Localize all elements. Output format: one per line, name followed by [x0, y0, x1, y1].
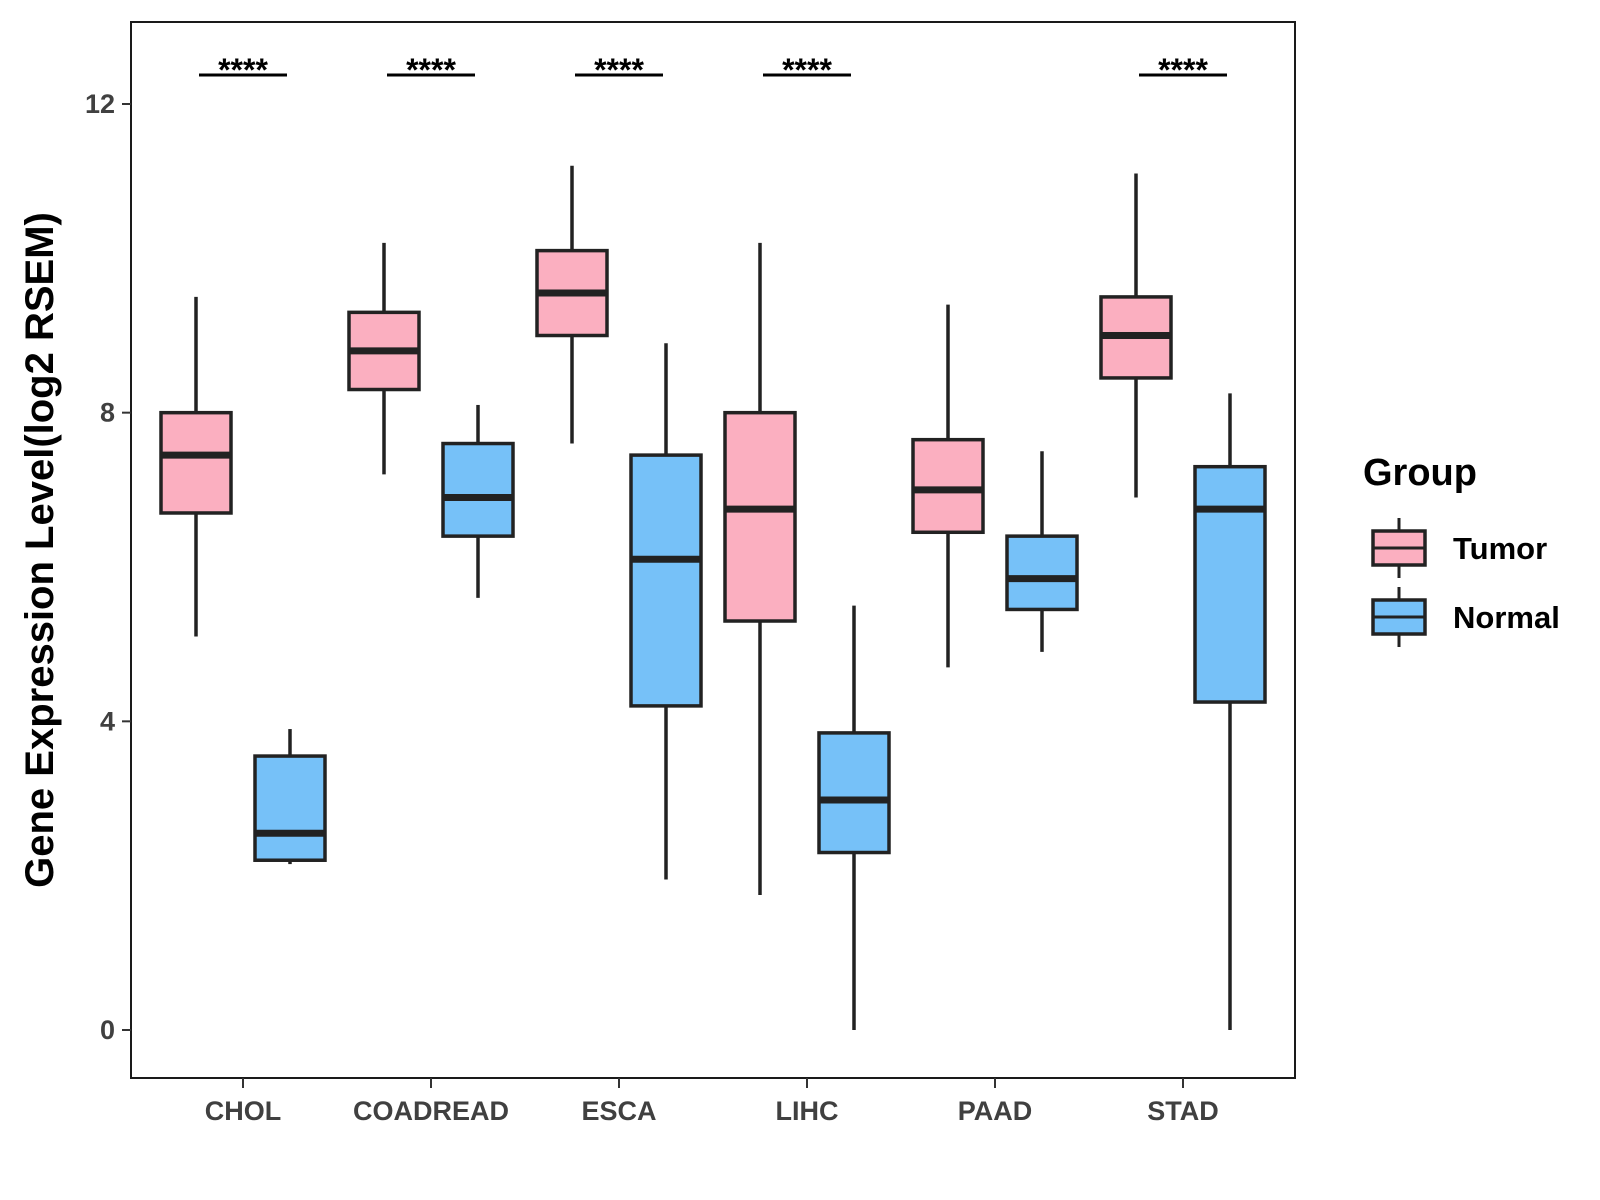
box-normal-stad — [1193, 393, 1267, 1030]
y-tick-label: 4 — [100, 706, 115, 736]
legend: Group Tumor Normal — [1363, 452, 1560, 647]
box-tumor-esca — [535, 165, 609, 444]
significance-label: **** — [406, 52, 456, 88]
significance-label: **** — [1158, 52, 1208, 88]
box-body — [253, 754, 327, 862]
x-tick-label: CHOL — [205, 1096, 282, 1126]
box-tumor-lihc — [723, 242, 797, 895]
box-tumor-chol — [159, 296, 233, 637]
x-tick-label: LIHC — [776, 1096, 839, 1126]
y-tick-label: 12 — [85, 89, 115, 119]
y-axis: 0 4 8 12 — [85, 89, 131, 1045]
significance-layer: **** **** **** **** **** — [199, 52, 1227, 88]
legend-item-normal: Normal — [1371, 587, 1560, 647]
box-body — [723, 410, 797, 623]
box-body — [1193, 464, 1267, 704]
plot-panel — [130, 21, 1296, 1079]
significance-label: **** — [782, 52, 832, 88]
legend-item-tumor: Tumor — [1371, 518, 1547, 578]
x-tick-label: ESCA — [581, 1096, 656, 1126]
boxes-layer — [159, 165, 1267, 1030]
legend-label: Normal — [1453, 600, 1560, 635]
box-body — [817, 731, 891, 855]
y-tick-label: 8 — [100, 398, 115, 428]
legend-title: Group — [1363, 452, 1477, 494]
y-axis-title: Gene Expression Level(log2 RSEM) — [18, 212, 62, 888]
legend-label: Tumor — [1453, 531, 1547, 566]
significance-label: **** — [594, 52, 644, 88]
box-normal-chol — [253, 729, 327, 865]
box-normal-paad — [1005, 451, 1079, 652]
box-body — [629, 453, 703, 708]
x-tick-label: COADREAD — [353, 1096, 509, 1126]
x-tick-label: PAAD — [958, 1096, 1033, 1126]
box-tumor-stad — [1099, 173, 1173, 498]
box-normal-esca — [629, 343, 703, 880]
box-tumor-paad — [911, 304, 985, 668]
box-body — [441, 441, 515, 538]
box-normal-lihc — [817, 605, 891, 1030]
box-body — [159, 410, 233, 515]
y-tick-label: 0 — [100, 1015, 115, 1045]
x-tick-label: STAD — [1147, 1096, 1219, 1126]
x-axis: CHOL COADREAD ESCA LIHC PAAD STAD — [205, 1078, 1219, 1126]
significance-label: **** — [218, 52, 268, 88]
box-tumor-coadread — [347, 242, 421, 475]
box-body — [1005, 534, 1079, 612]
box-body — [911, 437, 985, 535]
box-normal-coadread — [441, 404, 515, 598]
